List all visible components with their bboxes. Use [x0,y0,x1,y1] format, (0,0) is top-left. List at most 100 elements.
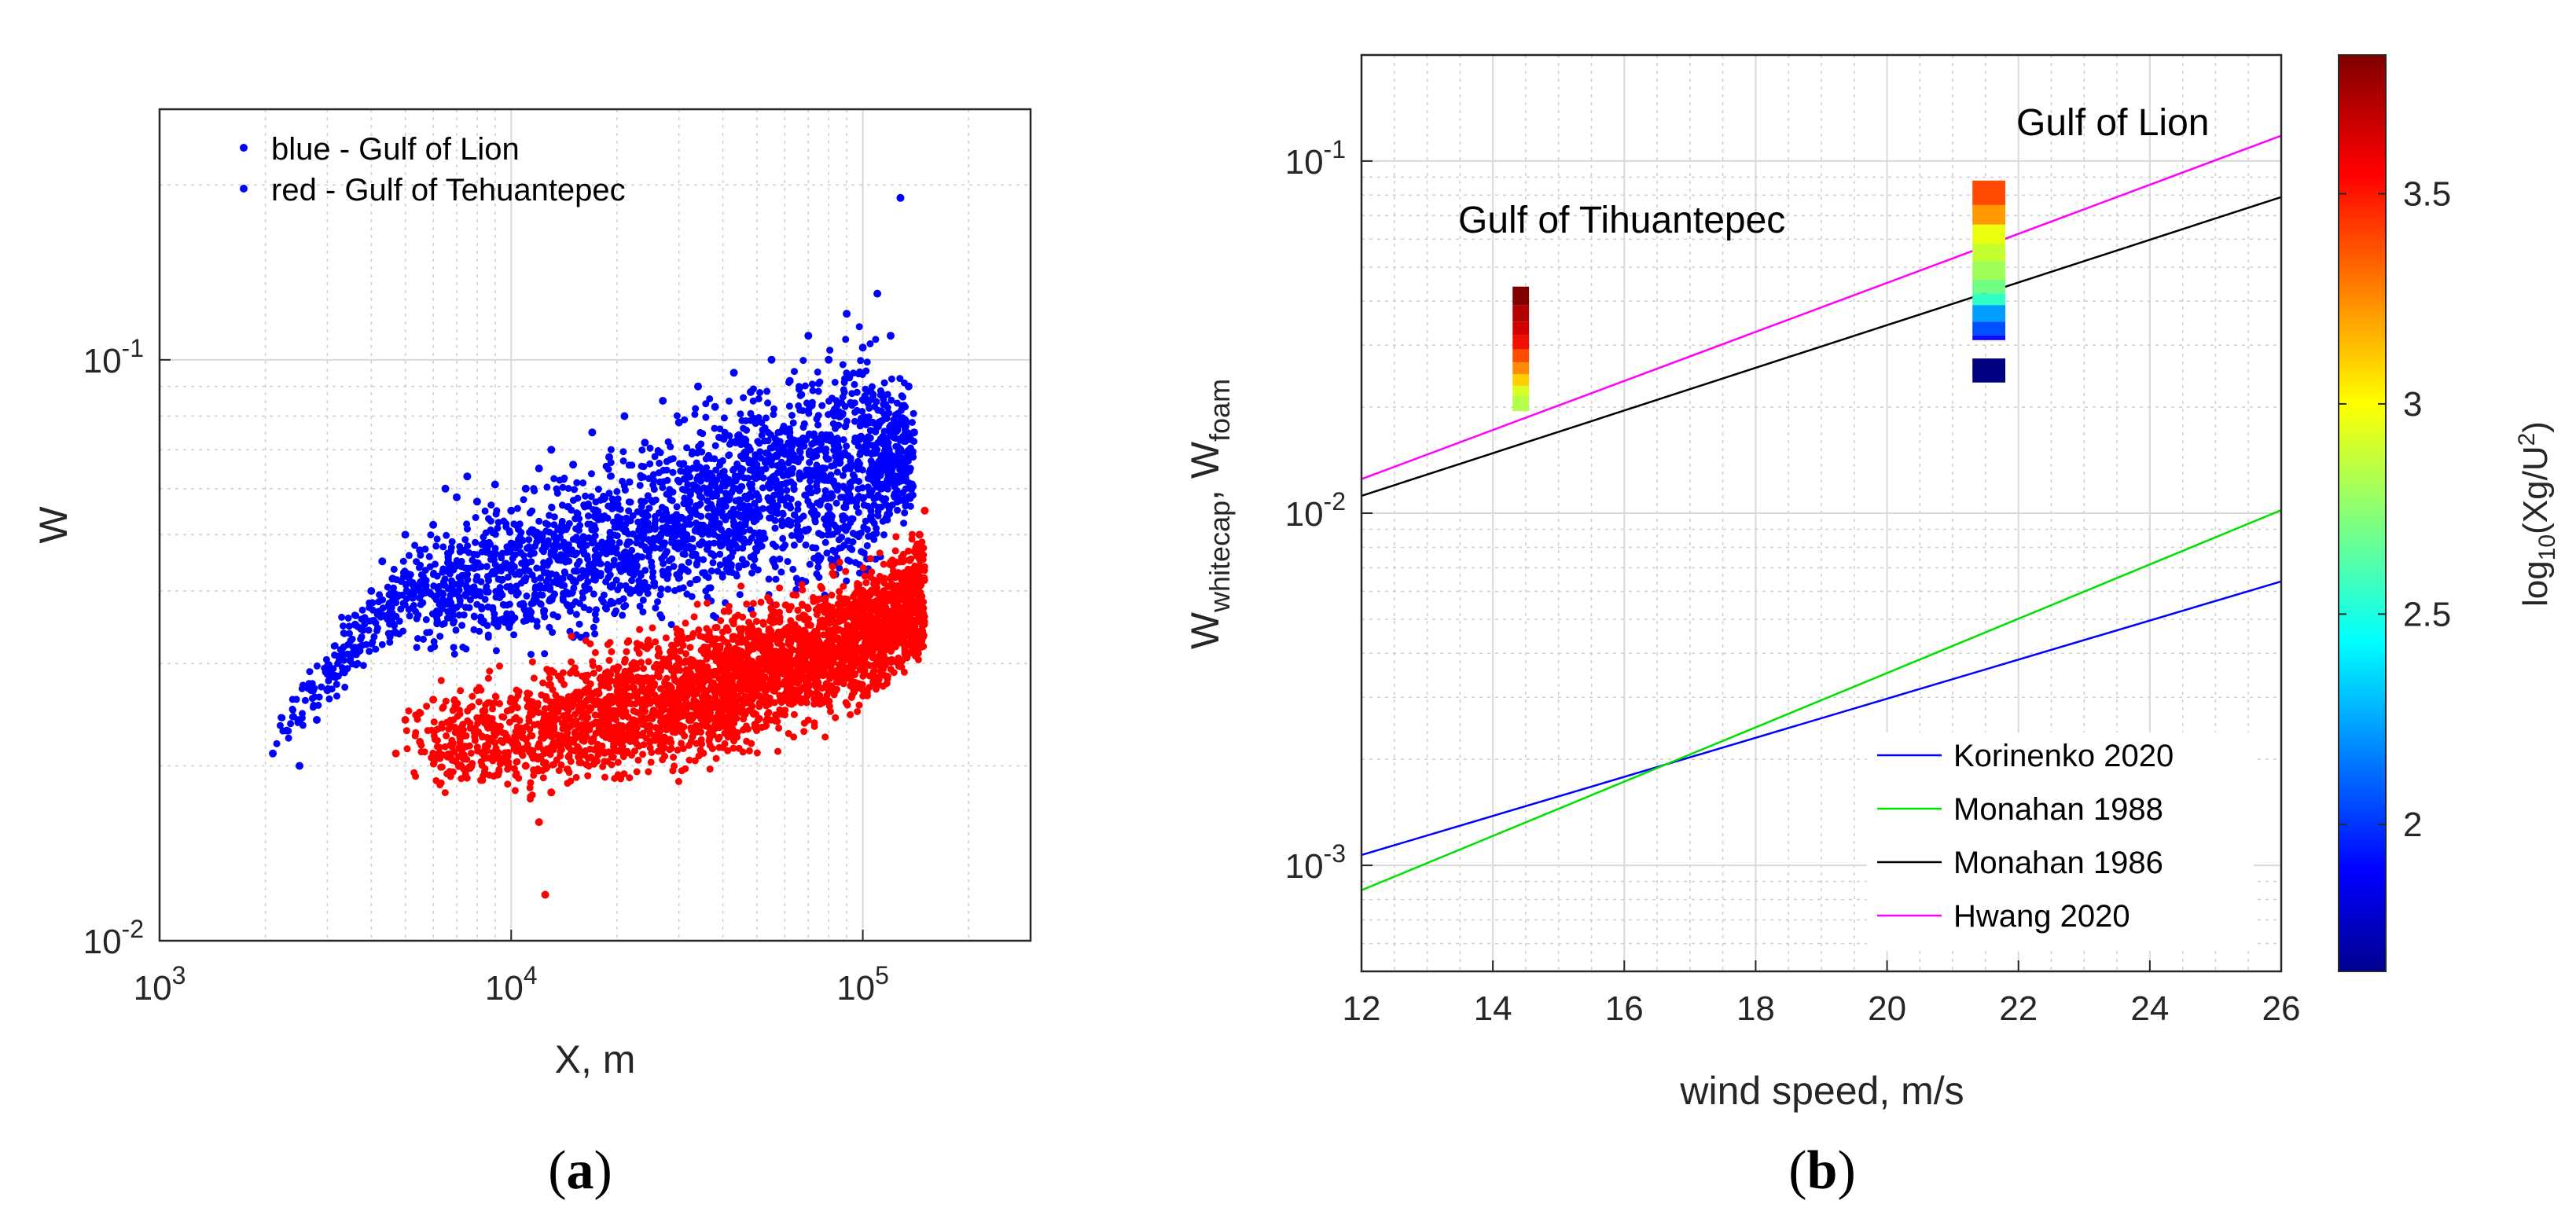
scatter-point [481,507,489,515]
scatter-point [740,394,748,402]
scatter-point [799,424,807,431]
scatter-point [487,517,494,525]
scatter-point [668,555,676,563]
scatter-point [656,742,664,749]
scatter-point [481,596,489,604]
scatter-point [910,428,918,437]
scatter-point [289,707,297,714]
scatter-point [444,585,452,593]
scatter-point [718,534,726,541]
scatter-point [821,596,829,604]
scatter-point [863,541,871,549]
scatter-point [737,483,745,490]
scatter-point [829,546,837,554]
scatter-point [323,670,331,678]
scatter-point [892,533,900,541]
scatter-point [439,621,446,628]
scatter-point [879,434,886,442]
scatter-point [508,587,515,595]
scatter-point [748,569,756,577]
scatter-point [873,584,880,592]
scatter-point [401,567,409,575]
scatter-point [628,461,636,469]
scatter-point [775,724,783,732]
scatter-point [560,542,568,550]
scatter-point [753,749,761,757]
scatter-point [498,554,505,562]
scatter-point [605,453,613,461]
scatter-point [611,531,619,539]
scatter-point [898,473,906,481]
scatter-point [747,409,755,417]
scatter-point [625,507,633,515]
scatter-point [857,432,865,440]
scatter-point [804,332,813,340]
scatter-point [691,757,699,765]
scatter-point [435,582,443,590]
scatter-point [786,501,794,509]
scatter-point [814,421,822,429]
scatter-point [608,548,616,556]
scatter-point [716,561,724,569]
scatter-point [728,512,736,519]
scatter-point [754,566,762,574]
scatter-point [546,557,553,565]
scatter-point [823,455,831,463]
scatter-point [527,558,535,566]
scatter-point [907,435,915,443]
scatter-point [807,508,815,516]
scatter-point [616,505,624,513]
scatter-point [555,767,563,774]
scatter-point [422,616,430,623]
scatter-point [535,464,543,473]
scatter-point [902,502,910,510]
scatter-point [543,483,551,491]
scatter-point [711,688,718,696]
scatter-point [575,515,583,523]
scatter-point [827,511,834,519]
scatter-point [763,387,771,395]
scatter-point [557,534,564,541]
scatter-point [352,611,360,619]
scatter-point [735,496,743,504]
scatter-point [698,494,706,501]
scatter-point [806,459,814,466]
scatter-point [634,756,642,764]
scatter-point [904,382,913,391]
scatter-point [651,453,659,461]
scatter-point [832,714,840,721]
scatter-point [887,396,895,404]
scatter-point [457,687,465,695]
scatter-point [385,591,393,599]
scatter-point [662,634,670,642]
scatter-point [579,479,587,486]
scatter-point [367,587,376,595]
scatter-point [584,772,592,780]
scatter-point [676,574,683,582]
scatter-point [641,567,649,574]
scatter-point [616,538,623,546]
scatter-point [448,538,456,545]
scatter-point [661,752,669,760]
scatter-point [798,581,806,589]
scatter-point [541,613,549,621]
scatter-point [869,678,877,686]
scatter-point [370,633,378,641]
scatter-point [505,749,513,756]
scatter-point [689,552,696,560]
scatter-point [571,729,579,736]
scatter-point [712,466,720,474]
scatter-point [758,466,765,474]
scatter-point [547,446,556,454]
scatter-point [648,749,656,756]
scatter-point [865,662,873,670]
scatter-point [736,435,743,442]
scatter-point [751,512,759,520]
scatter-point [498,567,505,574]
scatter-point [870,495,878,503]
scatter-point [299,710,306,718]
scatter-point [439,703,447,710]
scatter-point [445,725,453,733]
scatter-point [814,563,822,571]
scatter-point [838,399,846,406]
